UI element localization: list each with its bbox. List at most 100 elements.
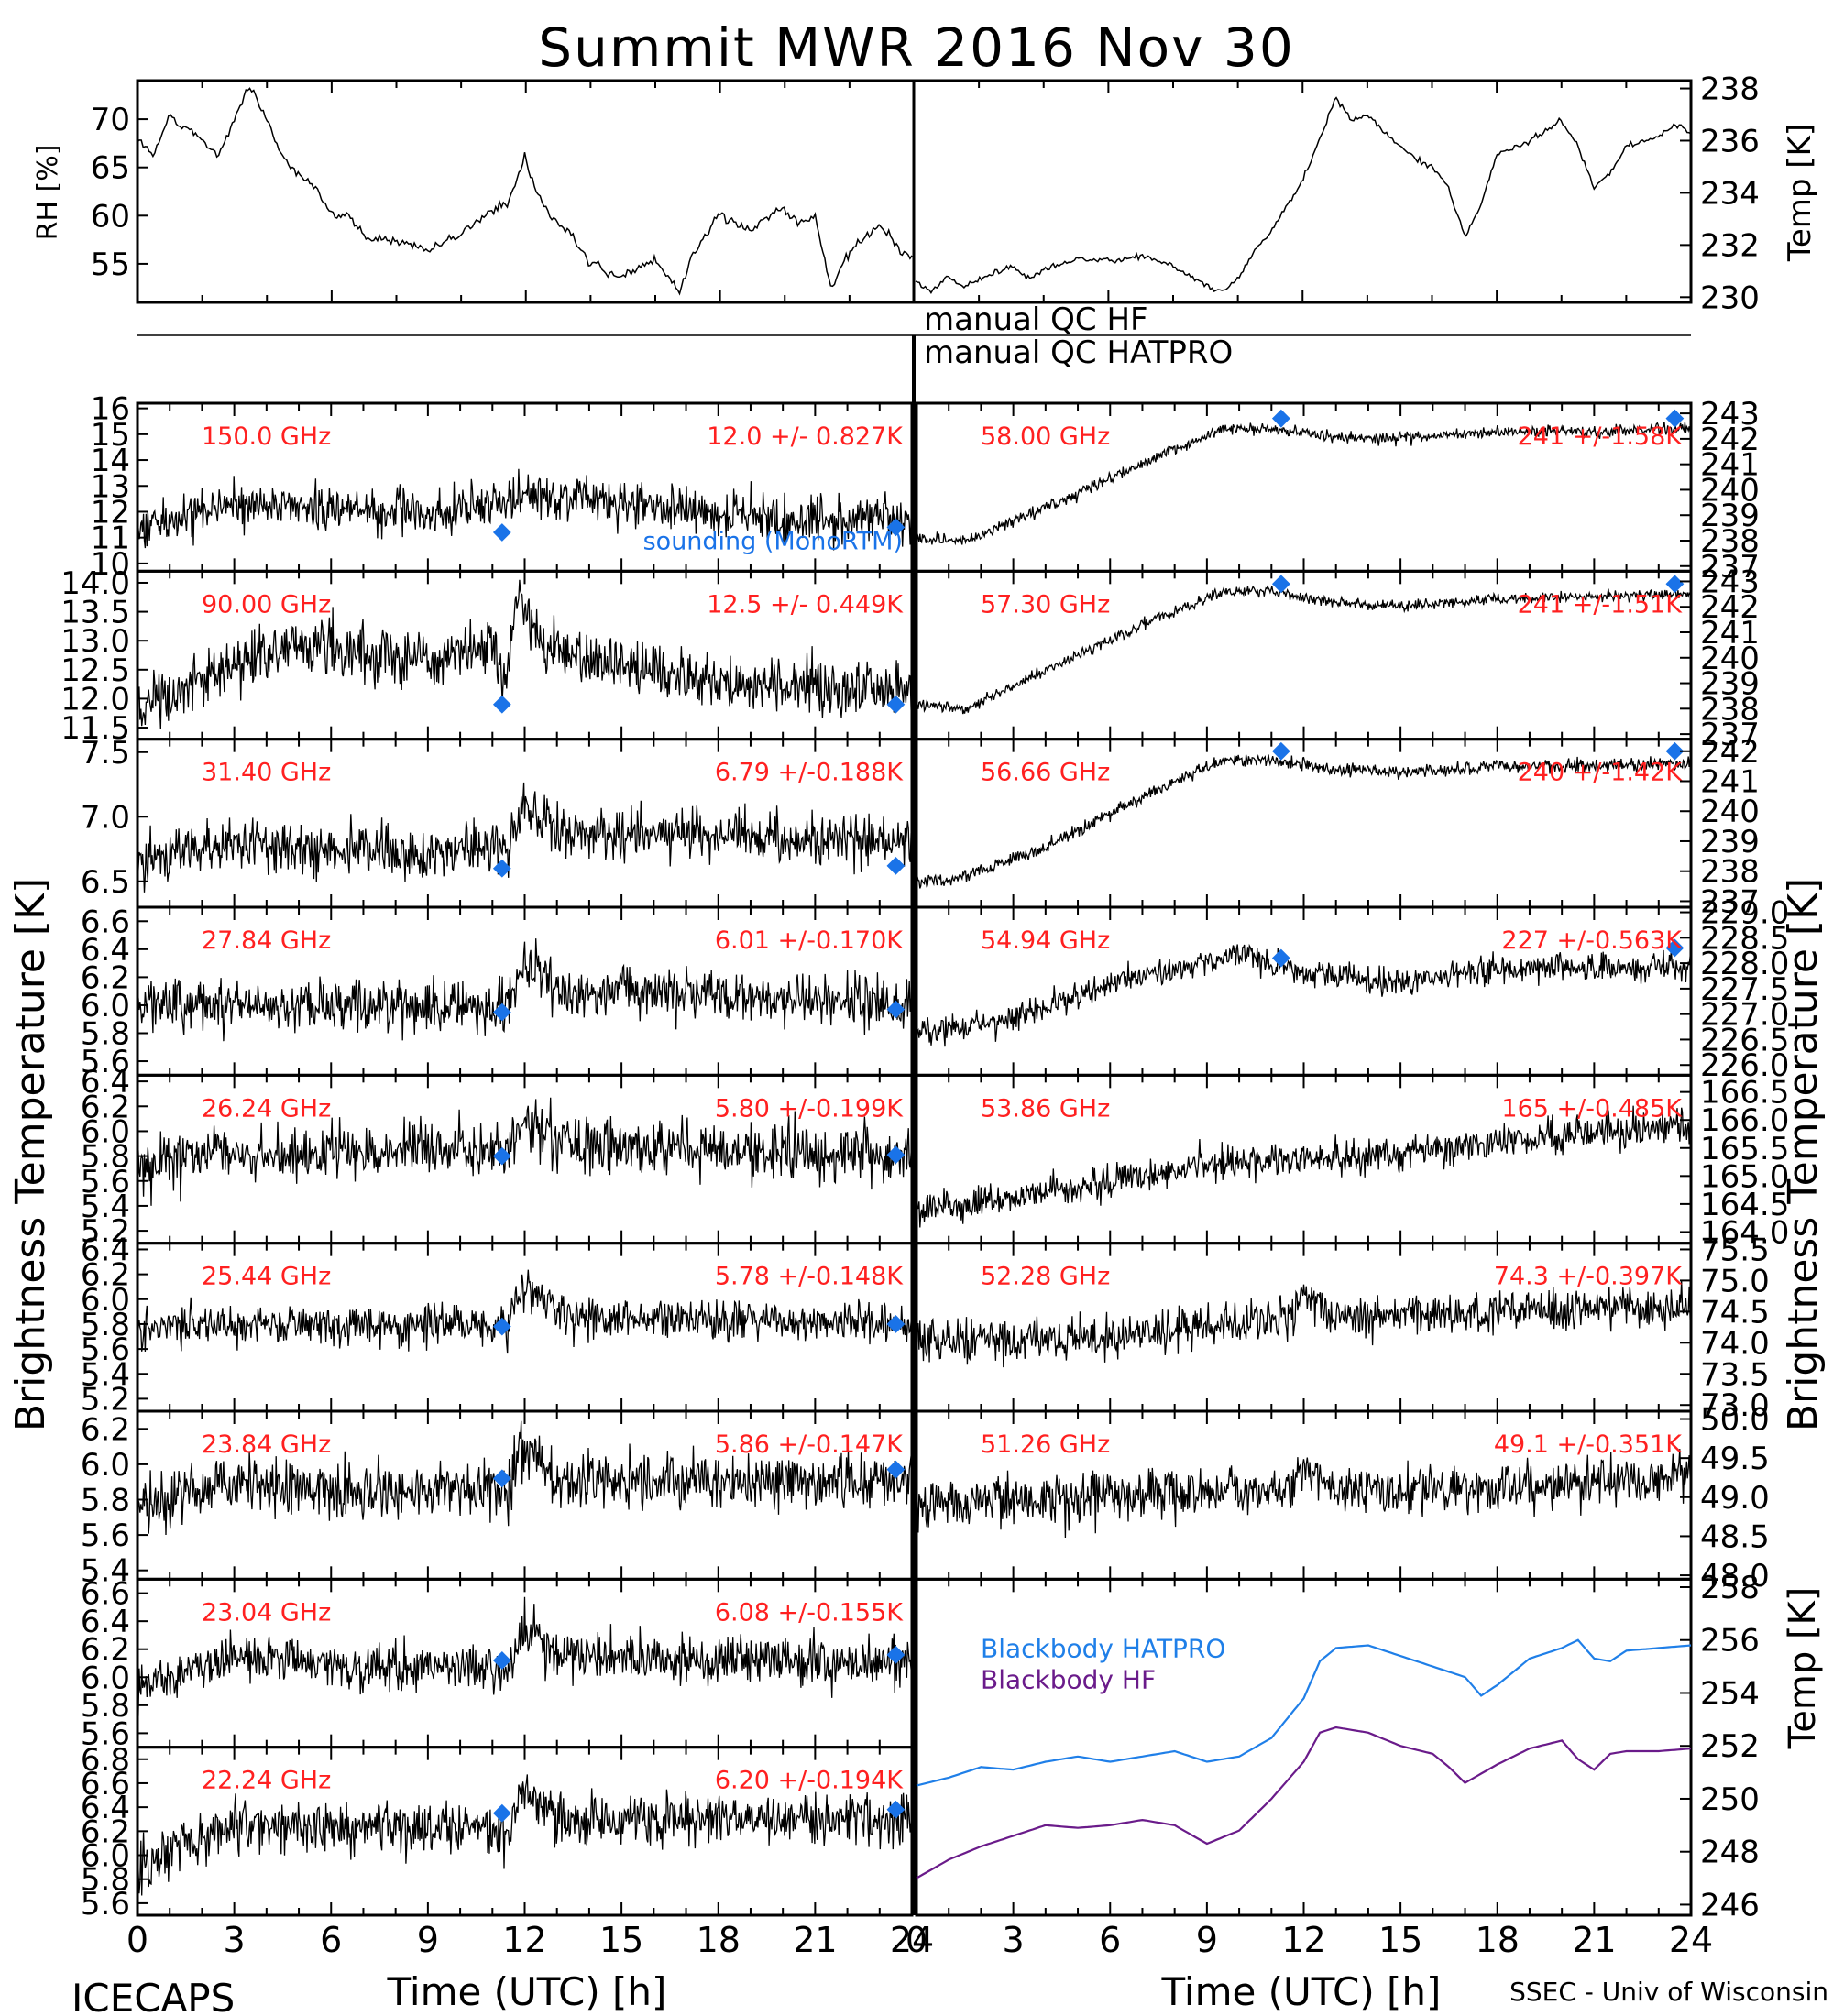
- y-tick-label: 240: [1700, 641, 1760, 677]
- channel-stat-label: 5.80 +/-0.199K: [715, 1094, 904, 1123]
- blackbody-tick-label: 252: [1700, 1728, 1760, 1765]
- y-tick-label: 10: [91, 546, 130, 583]
- x-axis-title-right: Time (UTC) [h]: [1161, 1969, 1442, 2014]
- right-series-trace: [916, 1105, 1692, 1228]
- y-tick-label: 16: [91, 391, 130, 428]
- x-tick-label-left: 24: [890, 1920, 934, 1960]
- y-tick-label: 239: [1700, 824, 1760, 860]
- y-tick-label: 6.6: [81, 904, 130, 940]
- channel-frequency-label: 25.44 GHz: [202, 1263, 331, 1291]
- y-tick-label: 238: [1700, 854, 1760, 891]
- y-tick-label: 242: [1700, 734, 1760, 771]
- temp-tick-label: 236: [1700, 123, 1760, 159]
- y-tick-label: 6.0: [81, 1447, 130, 1484]
- y-tick-label: 6.2: [81, 959, 130, 996]
- left-panel-4: 26.24 GHz 5.80 +/-0.199K: [137, 1094, 913, 1206]
- sounding-marker: [886, 695, 906, 714]
- x-tick-label-right: 18: [1476, 1920, 1520, 1960]
- y-tick-label: 73.0: [1700, 1387, 1770, 1424]
- y-tick-label: 166.0: [1700, 1102, 1789, 1139]
- channel-stat-label: 6.20 +/-0.194K: [715, 1767, 904, 1795]
- sounding-marker: [1665, 575, 1685, 594]
- right-panel-1: 57.30 GHz 241 +/-1.51K: [916, 575, 1692, 715]
- temp-axis-label: Temp [K]: [1782, 124, 1818, 262]
- y-tick-label: 243: [1700, 396, 1760, 433]
- y-tick-label: 48.0: [1700, 1558, 1770, 1594]
- rh-series-line: [137, 87, 913, 296]
- channel-frequency-label: 23.04 GHz: [202, 1598, 331, 1627]
- y-tick-label: 241: [1700, 447, 1760, 484]
- channel-frequency-label: 23.84 GHz: [202, 1430, 331, 1459]
- blackbody-tick-label: 248: [1700, 1835, 1760, 1871]
- y-tick-label: 50.0: [1700, 1402, 1770, 1439]
- y-tick-label: 6.8: [81, 1742, 130, 1779]
- y-tick-label: 13: [91, 468, 130, 505]
- x-tick-label-right: 9: [1196, 1920, 1218, 1960]
- y-tick-label: 6.2: [81, 1813, 130, 1850]
- sounding-marker: [886, 1145, 906, 1165]
- sounding-marker: [492, 1317, 511, 1336]
- y-tick-label: 240: [1700, 472, 1760, 509]
- x-tick-label-right: 6: [1099, 1920, 1121, 1960]
- left-series-trace: [137, 1774, 913, 1896]
- sounding-caption: sounding (MonoRTM): [643, 527, 903, 555]
- y-tick-label: 5.6: [81, 1886, 130, 1923]
- sounding-marker: [886, 1000, 906, 1019]
- x-tick-label-left: 18: [697, 1920, 741, 1960]
- right-series-trace: [916, 1449, 1692, 1539]
- y-tick-label: 74.5: [1700, 1294, 1770, 1331]
- y-tick-label: 13.5: [60, 595, 130, 631]
- y-tick-label: 164.5: [1700, 1187, 1789, 1223]
- y-tick-label: 229.0: [1700, 895, 1789, 932]
- y-tick-label: 6.2: [81, 1411, 130, 1448]
- qc-hatpro-label: manual QC HATPRO: [924, 334, 1233, 371]
- right-panel-2: 56.66 GHz 240 +/-1.42K: [916, 741, 1692, 889]
- channel-stat-label: 6.79 +/-0.188K: [715, 759, 904, 787]
- blackbody-legend-entry: Blackbody HF: [981, 1664, 1156, 1694]
- rh-tick-label: 60: [91, 198, 130, 235]
- y-tick-label: 15: [91, 417, 130, 454]
- sounding-marker: [886, 518, 906, 537]
- channel-stat-label: 240 +/-1.42K: [1518, 759, 1684, 787]
- left-panel-1: 90.00 GHz 12.5 +/- 0.449K: [137, 579, 913, 729]
- y-tick-label: 5.8: [81, 1307, 130, 1343]
- y-tick-label: 5.6: [81, 1517, 130, 1554]
- qc-hf-label: manual QC HF: [924, 301, 1148, 338]
- y-tick-label: 164.0: [1700, 1214, 1789, 1251]
- x-tick-label-left: 21: [793, 1920, 837, 1960]
- y-tick-label: 6.2: [81, 1089, 130, 1125]
- temp-tick-label: 234: [1700, 175, 1760, 212]
- right-series-trace: [916, 753, 1692, 889]
- right-axis-title: Brightness Temperature [K]: [1780, 878, 1827, 1431]
- y-tick-label: 5.4: [81, 1356, 130, 1393]
- right-series-trace: [916, 943, 1692, 1049]
- channel-frequency-label: 58.00 GHz: [981, 422, 1110, 451]
- left-panel-8: 22.24 GHz 6.20 +/-0.194K: [137, 1767, 913, 1896]
- y-tick-label: 49.0: [1700, 1480, 1770, 1517]
- blackbody-legend-entry: Blackbody HATPRO: [981, 1633, 1225, 1663]
- channel-frequency-label: 52.28 GHz: [981, 1263, 1110, 1291]
- y-tick-label: 242: [1700, 422, 1760, 458]
- y-tick-label: 74.0: [1700, 1325, 1770, 1362]
- y-tick-label: 5.2: [81, 1213, 130, 1250]
- y-tick-label: 13.0: [60, 623, 130, 660]
- y-tick-label: 238: [1700, 691, 1760, 728]
- y-tick-label: 237: [1700, 549, 1760, 586]
- y-tick-label: 6.6: [81, 1576, 130, 1613]
- channel-stat-label: 165 +/-0.485K: [1501, 1094, 1683, 1123]
- sounding-marker: [492, 1651, 511, 1670]
- left-panel-2: 31.40 GHz 6.79 +/-0.188K: [137, 759, 913, 893]
- temp-tick-label: 238: [1700, 71, 1760, 108]
- y-tick-label: 6.0: [81, 1660, 130, 1696]
- channel-frequency-label: 54.94 GHz: [981, 926, 1110, 955]
- sounding-marker: [886, 1315, 906, 1333]
- sounding-marker: [1271, 741, 1290, 761]
- y-tick-label: 12.5: [60, 652, 130, 689]
- right-panel-0: 58.00 GHz 241 +/-1.58K: [916, 409, 1692, 546]
- right-panel-4: 53.86 GHz 165 +/-0.485K: [916, 1094, 1692, 1228]
- channel-stat-label: 5.86 +/-0.147K: [715, 1430, 904, 1459]
- y-tick-label: 6.0: [81, 1113, 130, 1150]
- sounding-marker: [492, 1469, 511, 1488]
- sounding-marker: [886, 1460, 906, 1479]
- blackbody-tick-label: 256: [1700, 1623, 1760, 1660]
